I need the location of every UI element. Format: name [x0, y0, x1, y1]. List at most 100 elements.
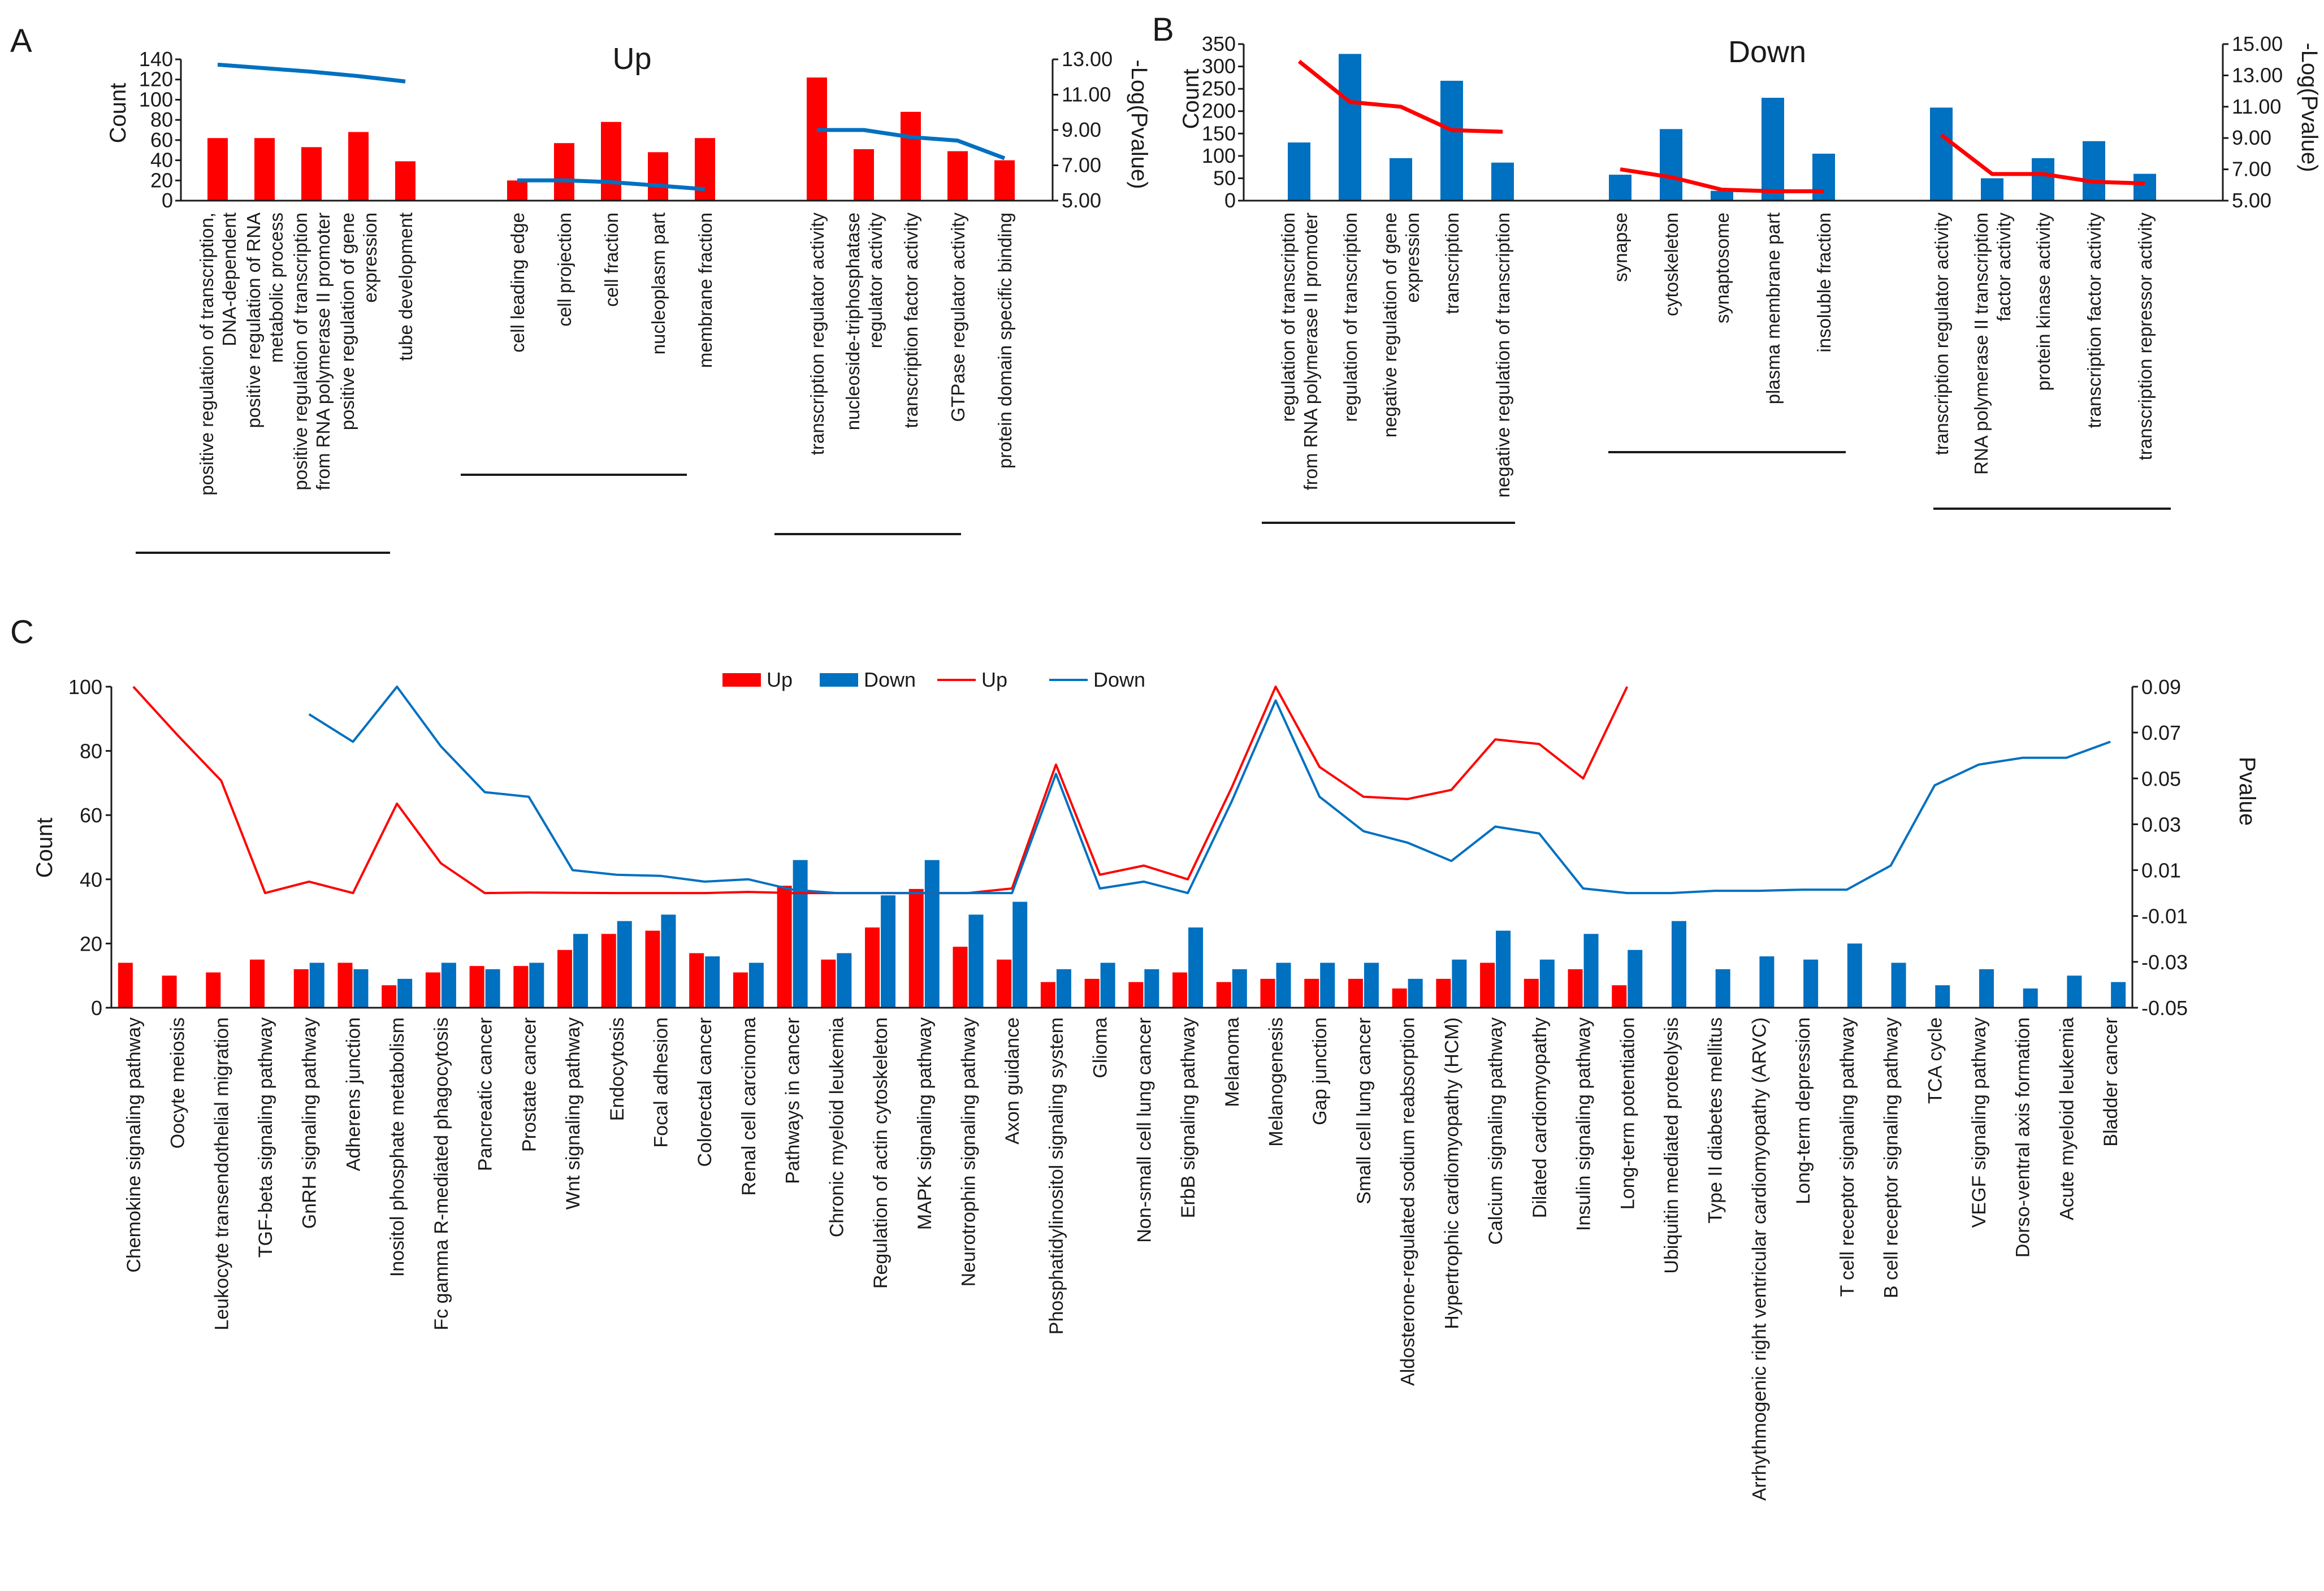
y2-tick-label: 11.00	[2232, 95, 2281, 118]
category-label: Neurotrophin signaling pathway	[958, 1017, 979, 1286]
y-tick-label: 40	[150, 149, 173, 172]
legend-label: Down	[864, 668, 916, 691]
y-tick-label: 40	[80, 868, 102, 891]
neglog-pvalue-line	[517, 178, 706, 192]
category-label: Chronic myeloid leukemia	[826, 1017, 847, 1237]
bar-down	[1364, 963, 1379, 1008]
bar	[901, 111, 921, 201]
panel-b-letter: B	[1152, 11, 1174, 48]
y2-tick-label: 9.00	[1062, 118, 1101, 141]
bar-up	[1480, 963, 1495, 1008]
panel-b-y2-axis-title: -Log(Pvalue)	[2297, 42, 2322, 172]
y2-tick-label: 13.00	[2232, 63, 2283, 86]
category-label: protein domain specific binding	[994, 213, 1015, 469]
legend-label: Down	[1093, 668, 1145, 691]
bar-up	[1040, 982, 1055, 1008]
y-tick-label: 80	[80, 740, 102, 763]
category-label: cell projection	[554, 213, 575, 327]
panel-a-y2-axis-title: -Log(Pvalue)	[1127, 59, 1152, 189]
bar-down	[661, 914, 676, 1008]
bar	[254, 138, 275, 201]
bar-up	[733, 972, 748, 1008]
category-label: RNA polymerase II transcriptionfactor ac…	[1971, 213, 2014, 475]
category-label: transcription factor activity	[901, 213, 921, 428]
bar-down	[1628, 950, 1643, 1008]
legend: Up Down Up Down	[722, 668, 1145, 691]
bar-down	[397, 978, 413, 1008]
category-label: insoluble fraction	[1814, 213, 1834, 353]
y-tick-label: 20	[80, 932, 102, 955]
y-tick-label: 0	[1224, 189, 1236, 212]
bar-up	[1568, 969, 1583, 1008]
bar-down	[1320, 963, 1335, 1008]
panel-a-title: Up	[612, 42, 651, 76]
category-label: Regulation of actin cytoskeleton	[870, 1017, 891, 1289]
category-label: Phosphatidylinositol signaling system	[1046, 1017, 1067, 1334]
category-label: positive regulation of geneexpression	[337, 213, 380, 430]
y2-tick-label: 0.05	[2141, 767, 2181, 790]
bar	[1812, 153, 1835, 201]
bar-up	[557, 950, 573, 1008]
bar-up	[206, 972, 221, 1008]
bar-up	[689, 953, 704, 1008]
category-label: Acute myeloid leukemia	[2056, 1017, 2078, 1220]
category-label: Focal adhesion	[650, 1017, 672, 1148]
category-label: Long-term potentiation	[1617, 1017, 1638, 1209]
bar-down	[924, 860, 940, 1008]
bar	[854, 149, 874, 201]
category-label: TGF-beta signaling pathway	[255, 1017, 276, 1258]
category-label: protein kinase activity	[2033, 213, 2054, 391]
neglog-pvalue-line	[1620, 167, 1824, 193]
bar	[1660, 129, 1682, 201]
category-label: transcription factor activity	[2084, 213, 2105, 428]
bar	[1339, 54, 1361, 201]
bar-down	[1144, 969, 1159, 1008]
bar-down	[1539, 959, 1555, 1008]
y-tick-label: 150	[1202, 122, 1236, 145]
bar	[2133, 174, 2156, 201]
category-label: GTPase regulator activity	[947, 213, 968, 422]
y2-tick-label: 11.00	[1062, 83, 1111, 106]
category-label: regulation of transcription	[1340, 213, 1361, 422]
bar-up	[1348, 978, 1363, 1008]
category-label: Leukocyte transendothelial migration	[211, 1017, 232, 1330]
category-label: TCA cycle	[1924, 1017, 1946, 1104]
y-tick-label: 100	[68, 675, 102, 699]
category-label: Renal cell carcinoma	[738, 1017, 760, 1196]
category-label: Type II diabetes mellitus	[1705, 1017, 1726, 1224]
bar-down	[441, 963, 456, 1008]
category-label: Ubiquitin mediated proteolysis	[1661, 1017, 1682, 1274]
neglog-pvalue-line	[1297, 59, 1503, 134]
y-tick-label: 0	[91, 996, 102, 1020]
category-label: tube development	[395, 213, 416, 361]
bar-up	[865, 927, 880, 1008]
bar	[1762, 97, 1784, 201]
bar	[648, 152, 668, 201]
bar-up	[777, 886, 792, 1008]
panel-c-y-axis-title: Count	[32, 818, 57, 878]
bar-up	[513, 966, 529, 1008]
y2-tick-label: -0.01	[2141, 905, 2188, 928]
y2-tick-label: 0.07	[2141, 721, 2181, 744]
category-label: Melanoma	[1222, 1017, 1243, 1107]
category-label: Bladder cancer	[2100, 1017, 2122, 1147]
neglog-pvalue-line	[217, 62, 406, 84]
bar-down	[1232, 969, 1247, 1008]
y2-tick-label: -0.05	[2141, 996, 2188, 1020]
category-label: transcription repressor activity	[2135, 213, 2156, 461]
y-tick-label: 100	[1202, 144, 1236, 167]
bar-up	[1304, 978, 1319, 1008]
y-tick-label: 250	[1202, 77, 1236, 100]
legend-label: Up	[767, 668, 793, 691]
panel-a-y-axis-title: Count	[106, 83, 131, 144]
category-label: GnRH signaling pathway	[299, 1017, 321, 1229]
bar-down	[2111, 982, 2126, 1008]
bar-up	[382, 985, 397, 1008]
bar-down	[1276, 963, 1291, 1008]
category-label: Dorso-ventral axis formation	[2013, 1017, 2034, 1258]
category-label: MAPK signaling pathway	[914, 1017, 936, 1230]
bar-down	[617, 921, 632, 1008]
bar-down	[1452, 959, 1467, 1008]
bar	[1609, 175, 1631, 201]
